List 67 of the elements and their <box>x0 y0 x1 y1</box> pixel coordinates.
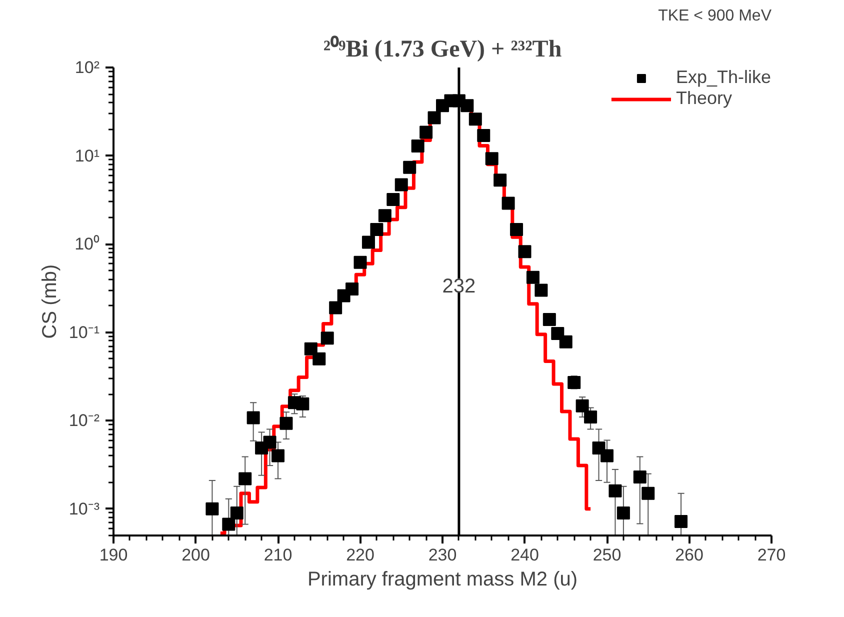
point <box>312 352 326 366</box>
point <box>674 515 688 528</box>
point <box>477 128 490 142</box>
y-tick-label: 10⁰ <box>74 234 100 254</box>
point <box>263 436 276 449</box>
point <box>633 470 646 484</box>
point <box>329 301 342 314</box>
y-tick-label: 10¹ <box>74 146 100 166</box>
point <box>222 518 236 531</box>
x-axis-title: Primary fragment mass M2 (u) <box>307 568 578 590</box>
point <box>378 209 392 222</box>
point <box>576 399 589 412</box>
point <box>362 236 375 249</box>
point <box>230 506 244 520</box>
point <box>542 312 556 326</box>
y-axis-title: CS (mb) <box>38 264 61 339</box>
legend-label: Theory <box>676 88 732 109</box>
point <box>246 411 260 424</box>
point <box>468 112 482 126</box>
point <box>370 223 384 236</box>
point <box>296 397 310 410</box>
point <box>502 196 515 210</box>
x-tick-label: 200 <box>182 546 210 564</box>
y-tick-label: 10⁻² <box>68 411 100 430</box>
y-tick-label: 10⁻³ <box>68 499 100 518</box>
point <box>460 99 474 112</box>
legend-label: Exp_Th-like <box>676 67 771 88</box>
point <box>518 245 532 258</box>
point <box>304 342 318 356</box>
point <box>600 449 614 462</box>
point <box>568 376 581 390</box>
point <box>320 332 334 345</box>
point <box>238 472 252 486</box>
point <box>485 152 498 166</box>
point <box>616 506 630 520</box>
point <box>584 410 598 424</box>
ref-line-label: 232 <box>442 276 476 298</box>
point <box>642 486 655 500</box>
point <box>354 256 367 269</box>
x-tick-label: 250 <box>592 546 622 564</box>
point <box>420 126 433 139</box>
point <box>608 484 622 498</box>
point <box>526 270 540 284</box>
x-tick-label: 270 <box>757 546 786 564</box>
point <box>494 174 507 187</box>
point <box>394 178 408 192</box>
point <box>428 111 441 124</box>
point <box>510 223 524 236</box>
x-tick-label: 260 <box>675 546 704 564</box>
x-tick-label: 230 <box>428 546 457 564</box>
point <box>386 192 400 206</box>
x-tick-label: 220 <box>346 546 374 564</box>
point <box>346 282 359 296</box>
x-tick-label: 190 <box>99 546 128 564</box>
point <box>206 502 219 516</box>
point <box>559 335 572 348</box>
point <box>534 284 548 297</box>
y-tick-label: 10² <box>74 58 100 77</box>
x-tick-label: 210 <box>264 546 292 564</box>
point <box>280 416 293 430</box>
chart-title: ²⁰⁹Bi (1.73 GeV) + ²³²Th <box>323 36 562 62</box>
text: TKE < 900 MeV <box>658 8 772 24</box>
y-tick-label: 10⁻¹ <box>68 322 100 342</box>
point <box>272 449 284 462</box>
x-tick-label: 240 <box>510 546 539 564</box>
point <box>403 160 416 174</box>
point <box>411 140 424 153</box>
